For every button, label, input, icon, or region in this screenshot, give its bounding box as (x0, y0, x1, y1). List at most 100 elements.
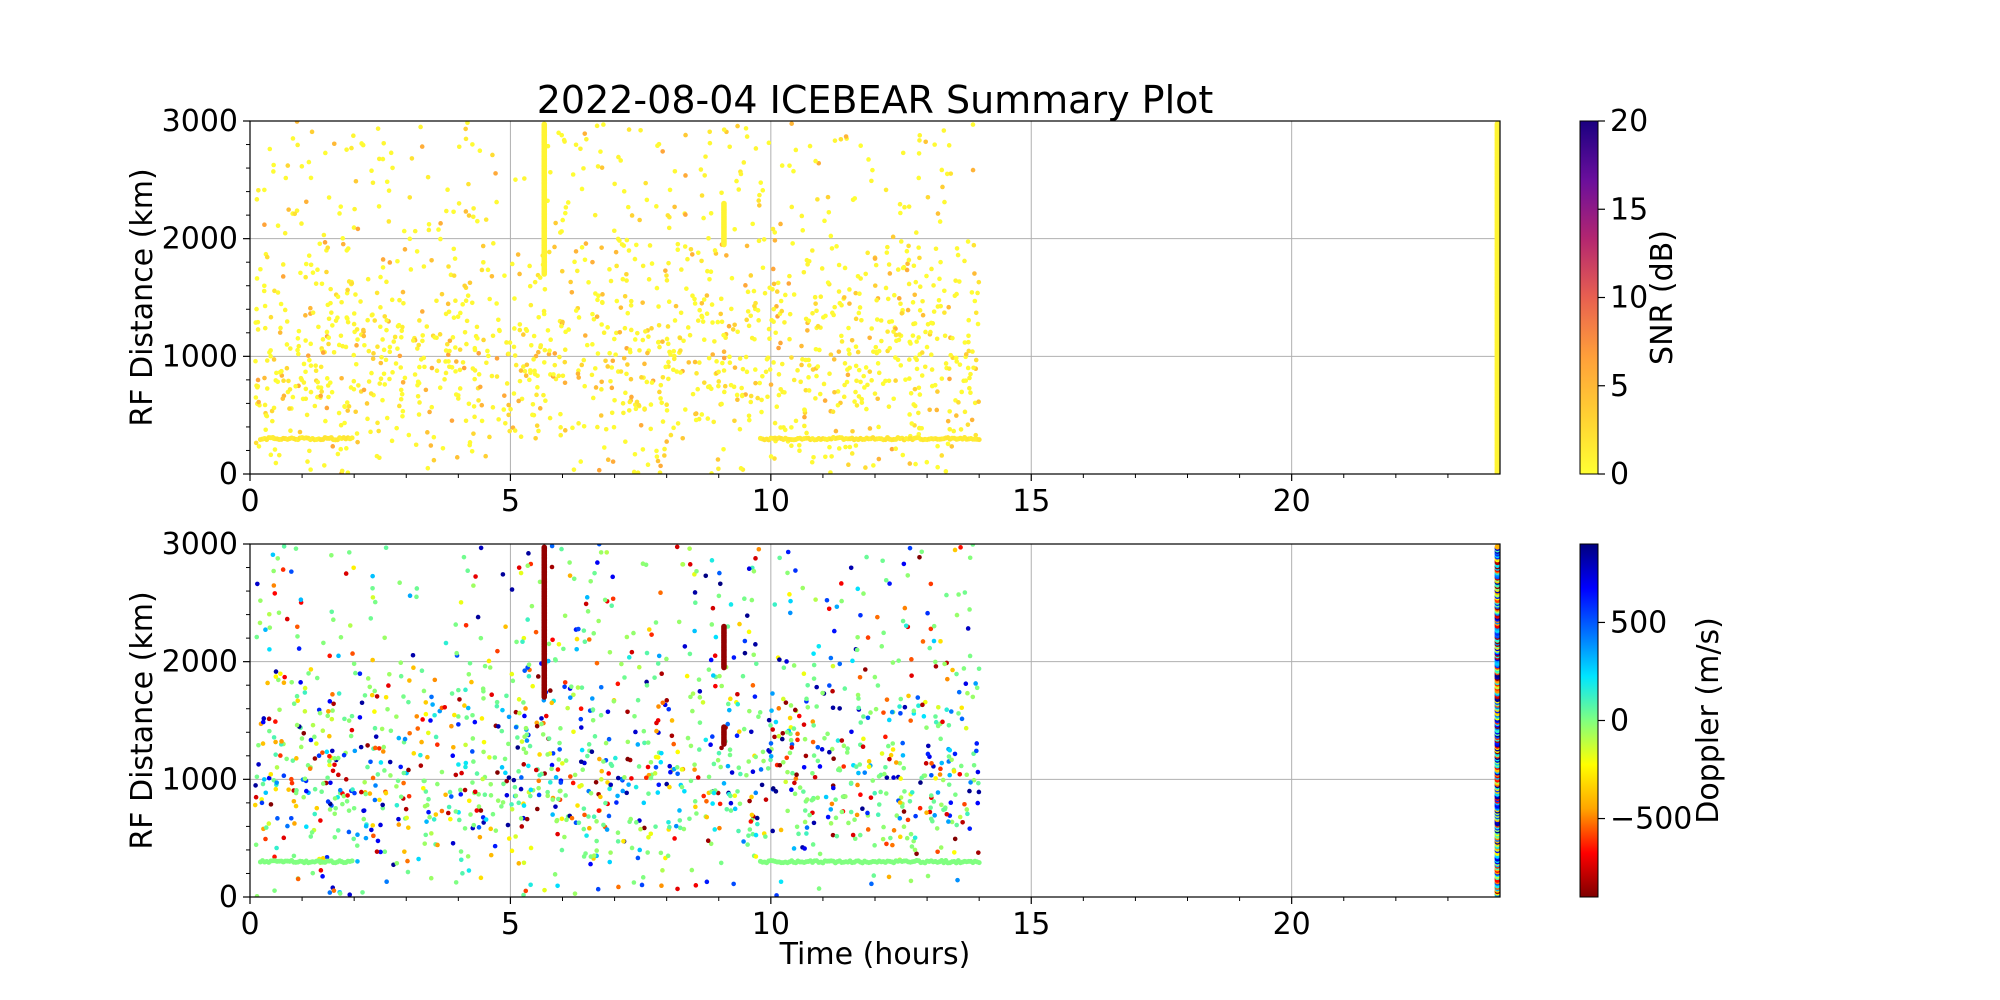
data-point (539, 721, 544, 727)
data-point (718, 860, 724, 866)
data-point (917, 138, 922, 143)
data-point (593, 779, 599, 785)
data-point (426, 227, 432, 233)
data-point (444, 208, 449, 214)
data-point (366, 348, 372, 354)
data-point (308, 667, 314, 672)
data-point (284, 319, 290, 324)
data-point (308, 834, 314, 839)
data-point (778, 221, 783, 227)
data-point (518, 786, 524, 792)
data-point (708, 269, 714, 274)
data-point (266, 716, 272, 722)
data-point (390, 165, 395, 171)
data-point (863, 465, 868, 470)
data-point (402, 247, 408, 252)
data-point (825, 731, 830, 737)
data-point (759, 409, 764, 415)
data-point (308, 305, 313, 311)
data-point (639, 882, 645, 888)
data-point (610, 459, 616, 464)
data-point (408, 267, 414, 272)
data-point (692, 590, 698, 595)
data-point (327, 699, 333, 704)
data-point (398, 794, 404, 800)
data-point (608, 378, 613, 384)
data-point (958, 763, 964, 769)
data-point (439, 808, 445, 814)
data-point (756, 318, 761, 323)
data-point (579, 362, 585, 368)
data-point (870, 778, 876, 783)
data-point (296, 646, 302, 651)
data-point (829, 454, 834, 459)
data-point (277, 330, 283, 335)
data-point (287, 387, 293, 392)
data-point (477, 148, 483, 153)
data-point (675, 421, 681, 426)
data-point (614, 800, 619, 805)
data-point (805, 704, 811, 710)
data-point (664, 336, 670, 342)
data-point (777, 555, 782, 561)
data-point (976, 399, 981, 404)
data-point (778, 879, 784, 885)
data-point (256, 188, 261, 193)
data-point (728, 808, 734, 813)
data-point (414, 714, 420, 719)
data-point (883, 764, 888, 770)
data-point (928, 805, 933, 810)
data-point (771, 319, 776, 325)
data-point (384, 279, 389, 285)
data-point (747, 798, 752, 804)
data-point (486, 658, 492, 664)
data-point (950, 667, 955, 673)
data-point (908, 831, 914, 837)
data-point (442, 377, 447, 382)
data-point (324, 855, 330, 860)
data-point (383, 790, 389, 796)
data-point (635, 742, 641, 747)
data-point (418, 752, 423, 758)
data-point (562, 680, 568, 685)
data-point (257, 620, 263, 626)
data-point (495, 770, 500, 775)
data-point (369, 168, 374, 174)
data-point (488, 793, 494, 798)
data-point (286, 207, 291, 212)
data-point (533, 435, 538, 441)
data-point (405, 825, 411, 830)
data-point (701, 297, 707, 302)
data-point (372, 797, 378, 803)
data-point (457, 367, 463, 373)
data-point (605, 364, 611, 369)
data-point (753, 367, 758, 372)
data-point (310, 270, 316, 275)
data-point (846, 820, 851, 826)
data-point (405, 858, 410, 864)
data-point (623, 439, 628, 444)
data-point (947, 772, 952, 778)
doppler-colorbar-label: Doppler (m/s) (1691, 617, 1726, 824)
data-point (939, 760, 945, 766)
data-point (644, 683, 650, 688)
data-point (575, 685, 581, 690)
data-point (368, 429, 373, 435)
data-point (504, 381, 510, 386)
data-point (889, 446, 895, 452)
data-point (719, 683, 725, 689)
data-point (372, 599, 378, 605)
data-point (973, 310, 979, 316)
data-point (558, 425, 563, 430)
data-point (419, 739, 424, 745)
data-point (463, 764, 468, 770)
data-point (619, 661, 624, 667)
data-point (953, 278, 958, 283)
data-point (322, 240, 328, 245)
data-point (726, 323, 732, 329)
data-point (963, 378, 969, 383)
data-point (759, 782, 765, 788)
data-point (832, 304, 837, 310)
data-point (570, 780, 576, 786)
data-point (468, 812, 473, 817)
